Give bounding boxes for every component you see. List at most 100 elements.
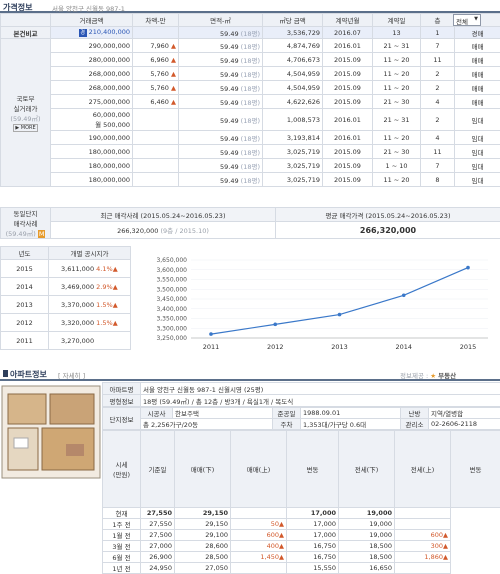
- up-arrow-icon: ▲: [279, 520, 284, 528]
- y-tick-label: 3,400,000: [156, 306, 187, 313]
- recent-sale-value: 266,320,000 (9층 / 2015.10): [51, 222, 276, 239]
- official-price-chart: 3,650,000 3,600,000 3,550,000 3,500,000 3,45…: [133, 248, 500, 358]
- col-floor: 층: [421, 14, 455, 27]
- data-point: [338, 313, 342, 317]
- molit-price: 275,000,000: [51, 95, 133, 109]
- molit-price: 190,000,000: [51, 131, 133, 145]
- floor-plan-image: [0, 384, 102, 480]
- up-arrow-icon: ▲: [171, 84, 176, 92]
- section-title: 가격정보: [3, 2, 32, 13]
- compare-label: 본건비교: [1, 27, 51, 39]
- molit-price: 290,000,000: [51, 39, 133, 53]
- col-area: 면적-㎡: [179, 14, 263, 27]
- sise-row: 1월 전 27,500 29,100 600▲ 17,000 19,000 60…: [103, 530, 500, 541]
- x-tick-label: 2011: [203, 343, 220, 351]
- price-info-header: 가격정보 서울 양천구 신월동 987-1: [0, 0, 500, 13]
- up-arrow-icon: ▲: [171, 56, 176, 64]
- up-arrow-icon: ▲: [113, 301, 118, 309]
- up-arrow-icon: ▲: [443, 531, 448, 539]
- y-tick-label: 3,250,000: [156, 335, 187, 342]
- molit-price: 180,000,000: [51, 173, 133, 187]
- x-tick-label: 2014: [395, 343, 412, 351]
- molit-price: 268,000,000: [51, 81, 133, 95]
- avg-sale-title: 평균 매각가격 (2015.05.24~2016.05.23): [276, 208, 500, 222]
- col-day: 계약일: [373, 14, 421, 27]
- molit-price: 268,000,000: [51, 67, 133, 81]
- sise-row: 1주 전 27,550 29,150 50▲ 17,000 19,000: [103, 519, 500, 530]
- y-tick-label: 3,500,000: [156, 286, 187, 293]
- data-point: [273, 323, 277, 327]
- up-arrow-icon: ▲: [279, 542, 284, 550]
- up-arrow-icon: ▲: [113, 319, 118, 327]
- molit-price: 280,000,000: [51, 53, 133, 67]
- molit-price: 180,000,000: [51, 159, 133, 173]
- data-point: [402, 293, 406, 297]
- y-tick-label: 3,650,000: [156, 257, 187, 264]
- up-arrow-icon: ▲: [113, 265, 118, 273]
- sise-row: 3월 전 27,000 28,600 400▲ 16,750 18,500 30…: [103, 541, 500, 552]
- apt-detail-link[interactable]: [ 자세히 ]: [58, 370, 85, 380]
- sise-row: 1년 전 24,950 27,050 15,550 16,650: [103, 563, 500, 574]
- apt-size: 18평 (59.49㎡) / 총 12층 / 방3개 / 욕실1개 / 복도식: [141, 395, 500, 407]
- up-arrow-icon: ▲: [279, 553, 284, 561]
- up-arrow-icon: ▲: [171, 42, 176, 50]
- y-tick-label: 3,300,000: [156, 325, 187, 332]
- up-arrow-icon: ▲: [443, 542, 448, 550]
- up-arrow-icon: ▲: [279, 531, 284, 539]
- data-point: [209, 332, 213, 336]
- address-label: 서울 양천구 신월동 987-1: [52, 3, 125, 13]
- col-year: 년도: [1, 247, 49, 260]
- col-ym: 계약년월: [323, 14, 373, 27]
- data-point: [466, 266, 470, 270]
- sise-row: 6월 전 26,900 28,500 1,450▲ 16,750 18,500 …: [103, 552, 500, 563]
- x-tick-label: 2015: [460, 343, 477, 351]
- sise-table: 시세(만원) 기준일 매매(下) 매매(上) 변동 전세(下) 전세(上) 변동…: [102, 430, 500, 574]
- y-tick-label: 3,350,000: [156, 316, 187, 323]
- sise-label: 시세(만원): [103, 431, 141, 508]
- y-tick-label: 3,450,000: [156, 296, 187, 303]
- molit-price: 180,000,000: [51, 145, 133, 159]
- col-blank: [1, 14, 51, 27]
- type-filter-select[interactable]: 전체: [453, 14, 481, 26]
- up-arrow-icon: ▲: [171, 98, 176, 106]
- y-tick-label: 3,550,000: [156, 277, 187, 284]
- col-diff: 차액-만: [133, 14, 179, 27]
- recent-sale-title: 최근 매각사례 (2015.05.24~2016.05.23): [51, 208, 276, 222]
- more-button[interactable]: ▶ MORE: [13, 124, 37, 132]
- apt-info-header: 아파트정보 [ 자세히 ]: [0, 369, 500, 381]
- apt-name: 서울 양천구 신월동 987-1 신월시영 (25평): [141, 383, 500, 395]
- up-arrow-icon: ▲: [113, 283, 118, 291]
- x-tick-label: 2012: [267, 343, 284, 351]
- y-tick-label: 3,600,000: [156, 267, 187, 274]
- col-official-price: 개별 공시지가: [49, 247, 131, 260]
- col-price: 거래금액: [51, 14, 133, 27]
- col-per-m2: ㎡당 금액: [263, 14, 323, 27]
- up-arrow-icon: ▲: [443, 553, 448, 561]
- series-line: [211, 268, 468, 334]
- bullet-icon: [3, 370, 8, 377]
- avg-sale-value: 266,320,000: [276, 222, 500, 239]
- up-arrow-icon: ▲: [171, 70, 176, 78]
